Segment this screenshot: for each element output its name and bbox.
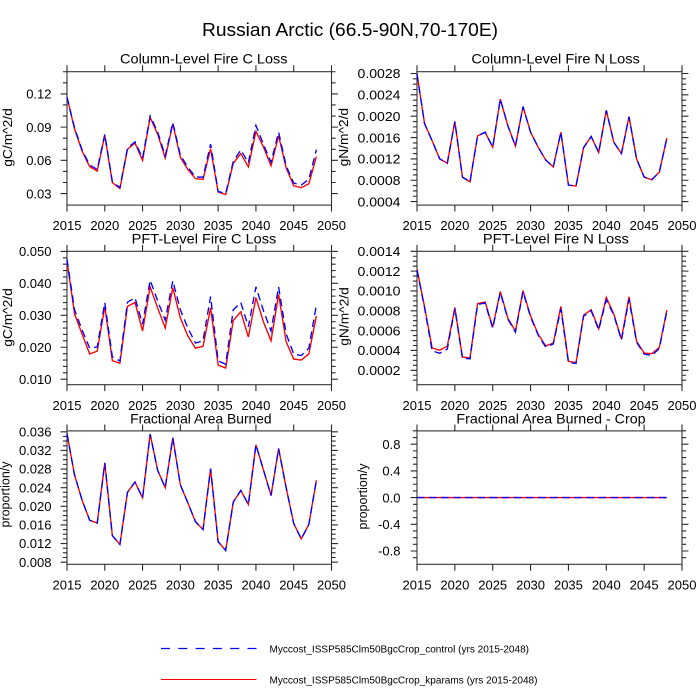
svg-text:2035: 2035	[204, 398, 233, 413]
svg-text:Column-Level Fire N Loss: Column-Level Fire N Loss	[471, 51, 640, 67]
svg-text:2035: 2035	[204, 578, 233, 593]
svg-text:2025: 2025	[478, 218, 507, 233]
svg-text:0.0020: 0.0020	[358, 109, 401, 124]
svg-text:gC/m^2/d: gC/m^2/d	[1, 288, 15, 347]
svg-text:0.0006: 0.0006	[358, 323, 401, 338]
svg-text:0.0010: 0.0010	[358, 284, 401, 299]
svg-text:PFT-Level Fire N Loss: PFT-Level Fire N Loss	[483, 231, 629, 247]
svg-text:2015: 2015	[403, 398, 432, 413]
svg-text:2040: 2040	[241, 218, 270, 233]
svg-text:2050: 2050	[668, 578, 697, 593]
svg-text:0.12: 0.12	[26, 87, 51, 102]
svg-text:0.0004: 0.0004	[358, 343, 401, 358]
svg-text:2050: 2050	[668, 218, 697, 233]
svg-text:2015: 2015	[403, 218, 432, 233]
svg-text:2015: 2015	[53, 578, 82, 593]
svg-text:0.0016: 0.0016	[358, 130, 401, 145]
svg-text:0.0008: 0.0008	[358, 173, 401, 188]
svg-text:2025: 2025	[478, 578, 507, 593]
svg-text:2040: 2040	[241, 398, 270, 413]
svg-text:0.028: 0.028	[19, 462, 52, 477]
svg-text:2030: 2030	[516, 578, 545, 593]
svg-text:2015: 2015	[403, 578, 432, 593]
svg-text:Russian Arctic (66.5-90N,70-17: Russian Arctic (66.5-90N,70-170E)	[202, 20, 498, 40]
svg-text:0.030: 0.030	[19, 308, 52, 323]
svg-text:2025: 2025	[128, 398, 157, 413]
svg-text:2020: 2020	[440, 578, 469, 593]
svg-text:2020: 2020	[440, 398, 469, 413]
svg-text:0.032: 0.032	[19, 443, 52, 458]
svg-text:2045: 2045	[630, 398, 659, 413]
svg-text:0.0002: 0.0002	[358, 363, 401, 378]
svg-text:0.03: 0.03	[26, 186, 51, 201]
svg-text:0.024: 0.024	[19, 480, 52, 495]
svg-text:2030: 2030	[516, 218, 545, 233]
svg-text:Myccost_ISSP585Clm50BgcCrop_co: Myccost_ISSP585Clm50BgcCrop_control (yrs…	[270, 645, 530, 656]
svg-text:2035: 2035	[554, 398, 583, 413]
svg-text:2025: 2025	[128, 218, 157, 233]
svg-text:0.0028: 0.0028	[358, 66, 401, 81]
svg-text:2025: 2025	[128, 578, 157, 593]
svg-text:2015: 2015	[53, 398, 82, 413]
svg-text:2015: 2015	[53, 218, 82, 233]
svg-text:2040: 2040	[592, 398, 621, 413]
svg-text:2035: 2035	[554, 218, 583, 233]
svg-text:2045: 2045	[279, 218, 308, 233]
svg-text:Fractional Area Burned - Crop: Fractional Area Burned - Crop	[456, 410, 645, 426]
svg-text:0.036: 0.036	[19, 425, 52, 440]
svg-text:0.0008: 0.0008	[358, 303, 401, 318]
svg-text:0.010: 0.010	[19, 372, 52, 387]
svg-text:2045: 2045	[279, 578, 308, 593]
svg-text:0.0012: 0.0012	[358, 264, 401, 279]
svg-text:0.0024: 0.0024	[358, 88, 401, 103]
svg-text:0.008: 0.008	[19, 555, 52, 570]
svg-text:2035: 2035	[204, 218, 233, 233]
svg-text:2050: 2050	[317, 398, 346, 413]
svg-text:Myccost_ISSP585Clm50BgcCrop_kp: Myccost_ISSP585Clm50BgcCrop_kparams (yrs…	[270, 676, 538, 687]
svg-text:2020: 2020	[90, 218, 119, 233]
svg-text:0.020: 0.020	[19, 499, 52, 514]
svg-text:2025: 2025	[478, 398, 507, 413]
svg-text:gN/m^2/d: gN/m^2/d	[337, 108, 351, 167]
svg-text:0.050: 0.050	[19, 244, 52, 259]
svg-text:2040: 2040	[592, 578, 621, 593]
svg-text:2030: 2030	[166, 578, 195, 593]
svg-text:0.020: 0.020	[19, 340, 52, 355]
svg-text:-0.8: -0.8	[378, 544, 400, 559]
svg-text:Fractional Area Burned: Fractional Area Burned	[130, 410, 272, 426]
svg-text:0.016: 0.016	[19, 518, 52, 533]
svg-text:0.8: 0.8	[382, 437, 400, 452]
svg-text:2030: 2030	[516, 398, 545, 413]
svg-text:2030: 2030	[166, 398, 195, 413]
svg-text:0.0004: 0.0004	[358, 194, 401, 209]
svg-text:0.0: 0.0	[382, 490, 400, 505]
svg-text:2020: 2020	[90, 578, 119, 593]
svg-text:proportion/y: proportion/y	[356, 463, 370, 530]
svg-text:2045: 2045	[279, 398, 308, 413]
svg-text:2050: 2050	[317, 218, 346, 233]
svg-text:0.0014: 0.0014	[358, 244, 401, 259]
svg-text:2045: 2045	[630, 578, 659, 593]
svg-text:0.012: 0.012	[19, 536, 52, 551]
svg-text:0.4: 0.4	[382, 464, 400, 479]
svg-text:2040: 2040	[241, 578, 270, 593]
svg-text:0.09: 0.09	[26, 120, 51, 135]
svg-text:0.0012: 0.0012	[358, 152, 401, 167]
svg-text:0.06: 0.06	[26, 153, 51, 168]
svg-text:gN/m^2/d: gN/m^2/d	[338, 287, 352, 346]
svg-text:2050: 2050	[317, 578, 346, 593]
svg-text:2030: 2030	[166, 218, 195, 233]
svg-text:proportion/y: proportion/y	[0, 461, 12, 528]
svg-text:2040: 2040	[592, 218, 621, 233]
svg-text:2020: 2020	[90, 398, 119, 413]
svg-text:-0.4: -0.4	[378, 517, 400, 532]
svg-text:gC/m^2/d: gC/m^2/d	[1, 108, 15, 167]
svg-text:Column-Level Fire C Loss: Column-Level Fire C Loss	[120, 51, 288, 67]
svg-text:2045: 2045	[630, 218, 659, 233]
svg-text:0.040: 0.040	[19, 276, 52, 291]
svg-text:PFT-Level Fire C Loss: PFT-Level Fire C Loss	[132, 231, 277, 247]
svg-text:2050: 2050	[668, 398, 697, 413]
svg-text:2035: 2035	[554, 578, 583, 593]
svg-text:2020: 2020	[440, 218, 469, 233]
